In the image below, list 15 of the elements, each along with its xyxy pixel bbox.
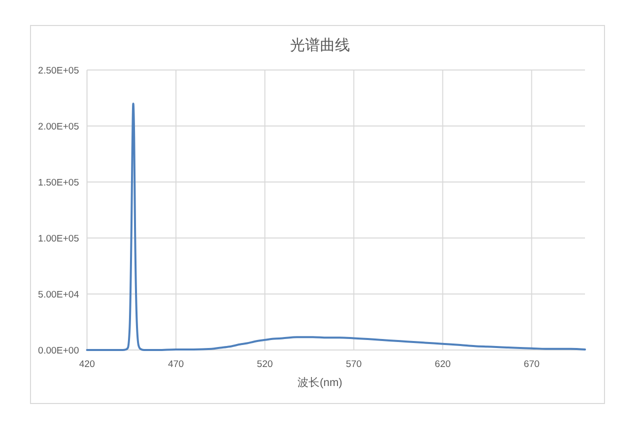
x-axis-title: 波长(nm) [298, 376, 342, 389]
y-tick-label: 1.00E+05 [38, 233, 79, 244]
x-tick-label: 470 [168, 359, 184, 370]
line-series [86, 102, 586, 351]
y-tick-label: 2.00E+05 [38, 121, 79, 132]
x-tick-label: 420 [79, 359, 95, 370]
x-tick-label: 520 [256, 359, 273, 370]
y-tick-label: 2.50E+05 [38, 65, 79, 76]
y-tick-label: 0.00E+00 [38, 345, 79, 356]
y-tick-label: 1.50E+05 [38, 177, 79, 188]
y-tick-label: 5.00E+04 [38, 289, 79, 300]
x-tick-label: 570 [346, 359, 362, 370]
x-tick-label: 670 [524, 359, 540, 370]
chart-title: 光谱曲线 [290, 37, 350, 54]
x-tick-label: 620 [434, 359, 451, 370]
